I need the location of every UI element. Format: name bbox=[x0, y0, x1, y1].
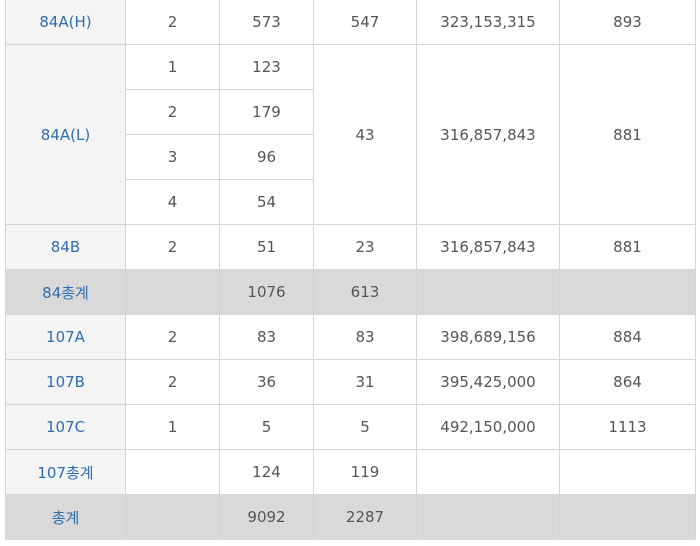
floor-cell: 2 bbox=[125, 0, 220, 45]
floor-cell bbox=[125, 269, 220, 315]
price-cell: 316,857,843 bbox=[416, 224, 560, 270]
supply-cell: 119 bbox=[313, 449, 417, 495]
per-pyeong-cell: 1113 bbox=[559, 404, 696, 450]
units-cell: 179 bbox=[219, 89, 314, 135]
floor-cell: 3 bbox=[125, 134, 220, 180]
per-pyeong-cell: 881 bbox=[559, 44, 696, 225]
per-pyeong-cell bbox=[559, 269, 696, 315]
table-row: 84A(L) 1 123 43 316,857,843 881 bbox=[5, 44, 696, 225]
supply-cell: 2287 bbox=[313, 494, 417, 540]
type-cell: 107총계 bbox=[5, 449, 126, 495]
floor-cell bbox=[125, 494, 220, 540]
table-row: 107A 2 83 83 398,689,156 884 bbox=[5, 314, 696, 360]
per-pyeong-cell bbox=[559, 494, 696, 540]
table-row: 107B 2 36 31 395,425,000 864 bbox=[5, 359, 696, 405]
type-cell: 84A(H) bbox=[5, 0, 126, 45]
per-pyeong-cell: 864 bbox=[559, 359, 696, 405]
price-cell bbox=[416, 449, 560, 495]
floor-cell: 2 bbox=[125, 359, 220, 405]
units-cell: 573 bbox=[219, 0, 314, 45]
type-cell: 총계 bbox=[5, 494, 126, 540]
floor-cell: 2 bbox=[125, 89, 220, 135]
price-cell: 323,153,315 bbox=[416, 0, 560, 45]
units-cell: 54 bbox=[219, 179, 314, 225]
units-cell: 1076 bbox=[219, 269, 314, 315]
grand-total-row: 총계 9092 2287 bbox=[5, 494, 696, 540]
price-cell: 398,689,156 bbox=[416, 314, 560, 360]
type-cell: 84총계 bbox=[5, 269, 126, 315]
table-row: 2 179 bbox=[6, 89, 696, 135]
units-cell: 51 bbox=[219, 224, 314, 270]
price-cell: 316,857,843 bbox=[416, 44, 560, 225]
units-cell: 36 bbox=[219, 359, 314, 405]
units-cell: 96 bbox=[219, 134, 314, 180]
floor-cell bbox=[125, 449, 220, 495]
supply-price-table: 84A(H) 2 573 547 323,153,315 893 84A(L) … bbox=[5, 0, 696, 540]
supply-cell: 613 bbox=[313, 269, 417, 315]
price-cell: 395,425,000 bbox=[416, 359, 560, 405]
table-row: 84B 2 51 23 316,857,843 881 bbox=[5, 224, 696, 270]
per-pyeong-cell: 881 bbox=[559, 224, 696, 270]
table-body: 84A(H) 2 573 547 323,153,315 893 84A(L) … bbox=[5, 0, 696, 540]
per-pyeong-cell: 893 bbox=[559, 0, 696, 45]
supply-cell: 83 bbox=[313, 314, 417, 360]
price-cell bbox=[416, 269, 560, 315]
floor-cell: 1 bbox=[125, 44, 220, 90]
supply-cell: 23 bbox=[313, 224, 417, 270]
floor-cell: 4 bbox=[125, 179, 220, 225]
type-cell: 84A(L) bbox=[5, 44, 126, 225]
floor-cell: 2 bbox=[125, 314, 220, 360]
units-cell: 124 bbox=[219, 449, 314, 495]
price-cell: 492,150,000 bbox=[416, 404, 560, 450]
supply-cell: 5 bbox=[313, 404, 417, 450]
floor-cell: 2 bbox=[125, 224, 220, 270]
table-row: 84A(H) 2 573 547 323,153,315 893 bbox=[5, 0, 696, 45]
units-cell: 123 bbox=[219, 44, 314, 90]
table-row: 4 54 bbox=[6, 179, 696, 225]
type-cell: 84B bbox=[5, 224, 126, 270]
table-row: 107C 1 5 5 492,150,000 1113 bbox=[5, 404, 696, 450]
per-pyeong-cell: 884 bbox=[559, 314, 696, 360]
type-cell: 107C bbox=[5, 404, 126, 450]
units-cell: 5 bbox=[219, 404, 314, 450]
units-cell: 9092 bbox=[219, 494, 314, 540]
type-cell: 107A bbox=[5, 314, 126, 360]
per-pyeong-cell bbox=[559, 449, 696, 495]
floor-cell: 1 bbox=[125, 404, 220, 450]
price-cell bbox=[416, 494, 560, 540]
supply-cell: 31 bbox=[313, 359, 417, 405]
subtotal-row: 84총계 1076 613 bbox=[5, 269, 696, 315]
type-cell: 107B bbox=[5, 359, 126, 405]
subtotal-row-plain: 107총계 124 119 bbox=[5, 449, 696, 495]
supply-cell: 547 bbox=[313, 0, 417, 45]
units-cell: 83 bbox=[219, 314, 314, 360]
supply-cell: 43 bbox=[313, 44, 417, 225]
table-row: 3 96 bbox=[6, 134, 696, 180]
